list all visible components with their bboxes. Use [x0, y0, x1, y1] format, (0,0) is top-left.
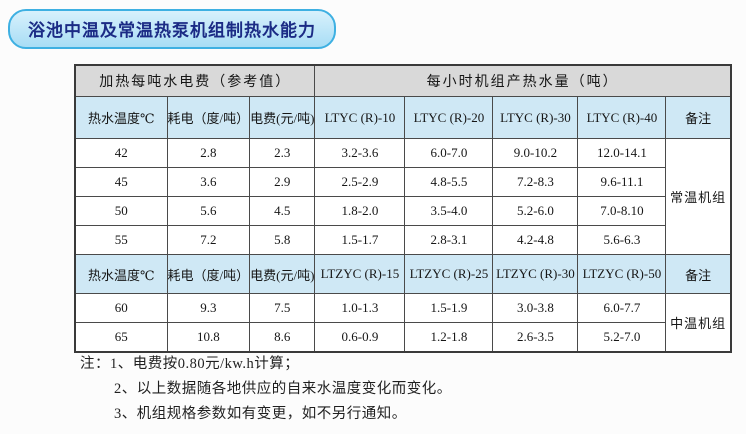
cell-output: 4.2-4.8	[492, 225, 579, 255]
remark-normal-temp-unit: 常温机组	[665, 138, 732, 255]
cell-temp: 42	[74, 138, 168, 168]
cell-output: 1.5-1.9	[404, 293, 494, 323]
group-header-row: 加热每吨水电费（参考值） 每小时机组产热水量（吨）	[74, 64, 732, 97]
column-header-ltzyc-25: LTZYC (R)-25	[404, 254, 494, 294]
cell-temp: 65	[74, 322, 168, 353]
column-header-ltyc-10: LTYC (R)-10	[314, 96, 406, 139]
cell-temp: 60	[74, 293, 168, 323]
cell-fee: 5.8	[249, 225, 316, 255]
table-row-55: 55 7.2 5.8 1.5-1.7 2.8-3.1 4.2-4.8 5.6-6…	[74, 225, 731, 255]
cell-temp: 55	[74, 225, 168, 255]
footnotes: 注：1、电费按0.80元/kw.h计算； 2、以上数据随各地供应的自来水温度变化…	[80, 352, 452, 427]
cell-output: 7.2-8.3	[492, 167, 579, 197]
cell-output: 9.0-10.2	[492, 138, 579, 168]
cell-fee: 2.3	[249, 138, 316, 168]
cell-power: 9.3	[166, 293, 251, 323]
cell-output: 5.2-6.0	[492, 196, 579, 226]
column-header-power-consumption: 耗电（度/吨）	[166, 96, 251, 139]
column-header-power-consumption: 耗电（度/吨）	[166, 254, 251, 294]
note-item: 3、机组规格参数如有变更，如不另行通知。	[114, 406, 407, 422]
column-header-ltyc-20: LTYC (R)-20	[404, 96, 494, 139]
table-row-50: 50 5.6 4.5 1.8-2.0 3.5-4.0 5.2-6.0 7.0-8…	[74, 196, 731, 226]
medium-column-header-row: 热水温度℃ 耗电（度/吨） 电费(元/吨) LTZYC (R)-15 LTZYC…	[74, 254, 732, 294]
cell-fee: 4.5	[249, 196, 316, 226]
column-header-ltzyc-15: LTZYC (R)-15	[314, 254, 406, 294]
cell-output: 3.0-3.8	[492, 293, 579, 323]
column-header-ltyc-30: LTYC (R)-30	[492, 96, 579, 139]
cell-output: 4.8-5.5	[404, 167, 494, 197]
cell-output: 2.5-2.9	[314, 167, 406, 197]
cell-output: 5.2-7.0	[577, 322, 667, 353]
cell-output: 1.5-1.7	[314, 225, 406, 255]
note-item: 2、以上数据随各地供应的自来水温度变化而变化。	[114, 381, 452, 397]
note-line-1: 注：1、电费按0.80元/kw.h计算；	[80, 352, 452, 377]
cell-output: 3.5-4.0	[404, 196, 494, 226]
column-header-electricity-fee: 电费(元/吨)	[249, 254, 316, 294]
cell-output: 5.6-6.3	[577, 225, 667, 255]
cell-power: 5.6	[166, 196, 251, 226]
group-header-electricity-cost: 加热每吨水电费（参考值）	[74, 64, 316, 97]
column-header-ltzyc-30: LTZYC (R)-30	[492, 254, 579, 294]
cell-temp: 45	[74, 167, 168, 197]
group-header-hot-water-output: 每小时机组产热水量（吨）	[314, 64, 732, 97]
cell-output: 7.0-8.10	[577, 196, 667, 226]
page-title: 浴池中温及常温热泵机组制热水能力	[8, 9, 336, 49]
note-line-2: 2、以上数据随各地供应的自来水温度变化而变化。	[80, 377, 452, 402]
note-item: 1、电费按0.80元/kw.h计算；	[110, 356, 300, 372]
table-row-65: 65 10.8 8.6 0.6-0.9 1.2-1.8 2.6-3.5 5.2-…	[74, 322, 731, 353]
column-header-ltzyc-50: LTZYC (R)-50	[577, 254, 667, 294]
note-prefix: 注：	[80, 356, 110, 372]
cell-fee: 7.5	[249, 293, 316, 323]
normal-column-header-row: 热水温度℃ 耗电（度/吨） 电费(元/吨) LTYC (R)-10 LTYC (…	[74, 96, 732, 139]
cell-output: 1.8-2.0	[314, 196, 406, 226]
cell-output: 2.8-3.1	[404, 225, 494, 255]
cell-output: 1.2-1.8	[404, 322, 494, 353]
cell-fee: 8.6	[249, 322, 316, 353]
table-row-42: 42 2.8 2.3 3.2-3.6 6.0-7.0 9.0-10.2 12.0…	[74, 138, 732, 255]
cell-output: 2.6-3.5	[492, 322, 579, 353]
cell-output: 1.0-1.3	[314, 293, 406, 323]
cell-power: 10.8	[166, 322, 251, 353]
cell-power: 2.8	[166, 138, 251, 168]
table-row-45: 45 3.6 2.9 2.5-2.9 4.8-5.5 7.2-8.3 9.6-1…	[74, 167, 731, 197]
cell-fee: 2.9	[249, 167, 316, 197]
note-line-3: 3、机组规格参数如有变更，如不另行通知。	[80, 402, 452, 427]
column-header-water-temp: 热水温度℃	[74, 96, 168, 139]
remark-medium-temp-unit: 中温机组	[665, 293, 732, 353]
cell-output: 6.0-7.0	[404, 138, 494, 168]
cell-output: 3.2-3.6	[314, 138, 406, 168]
cell-output: 9.6-11.1	[577, 167, 667, 197]
column-header-remark: 备注	[665, 254, 732, 294]
table-row-60: 60 9.3 7.5 1.0-1.3 1.5-1.9 3.0-3.8 6.0-7…	[74, 293, 732, 353]
cell-power: 3.6	[166, 167, 251, 197]
column-header-remark: 备注	[665, 96, 732, 139]
cell-output: 12.0-14.1	[577, 138, 667, 168]
cell-output: 0.6-0.9	[314, 322, 406, 353]
cell-output: 6.0-7.7	[577, 293, 667, 323]
column-header-electricity-fee: 电费(元/吨)	[249, 96, 316, 139]
cell-power: 7.2	[166, 225, 251, 255]
cell-temp: 50	[74, 196, 168, 226]
column-header-water-temp: 热水温度℃	[74, 254, 168, 294]
column-header-ltyc-40: LTYC (R)-40	[577, 96, 667, 139]
heat-pump-capacity-table: 加热每吨水电费（参考值） 每小时机组产热水量（吨） 热水温度℃ 耗电（度/吨） …	[74, 64, 732, 353]
